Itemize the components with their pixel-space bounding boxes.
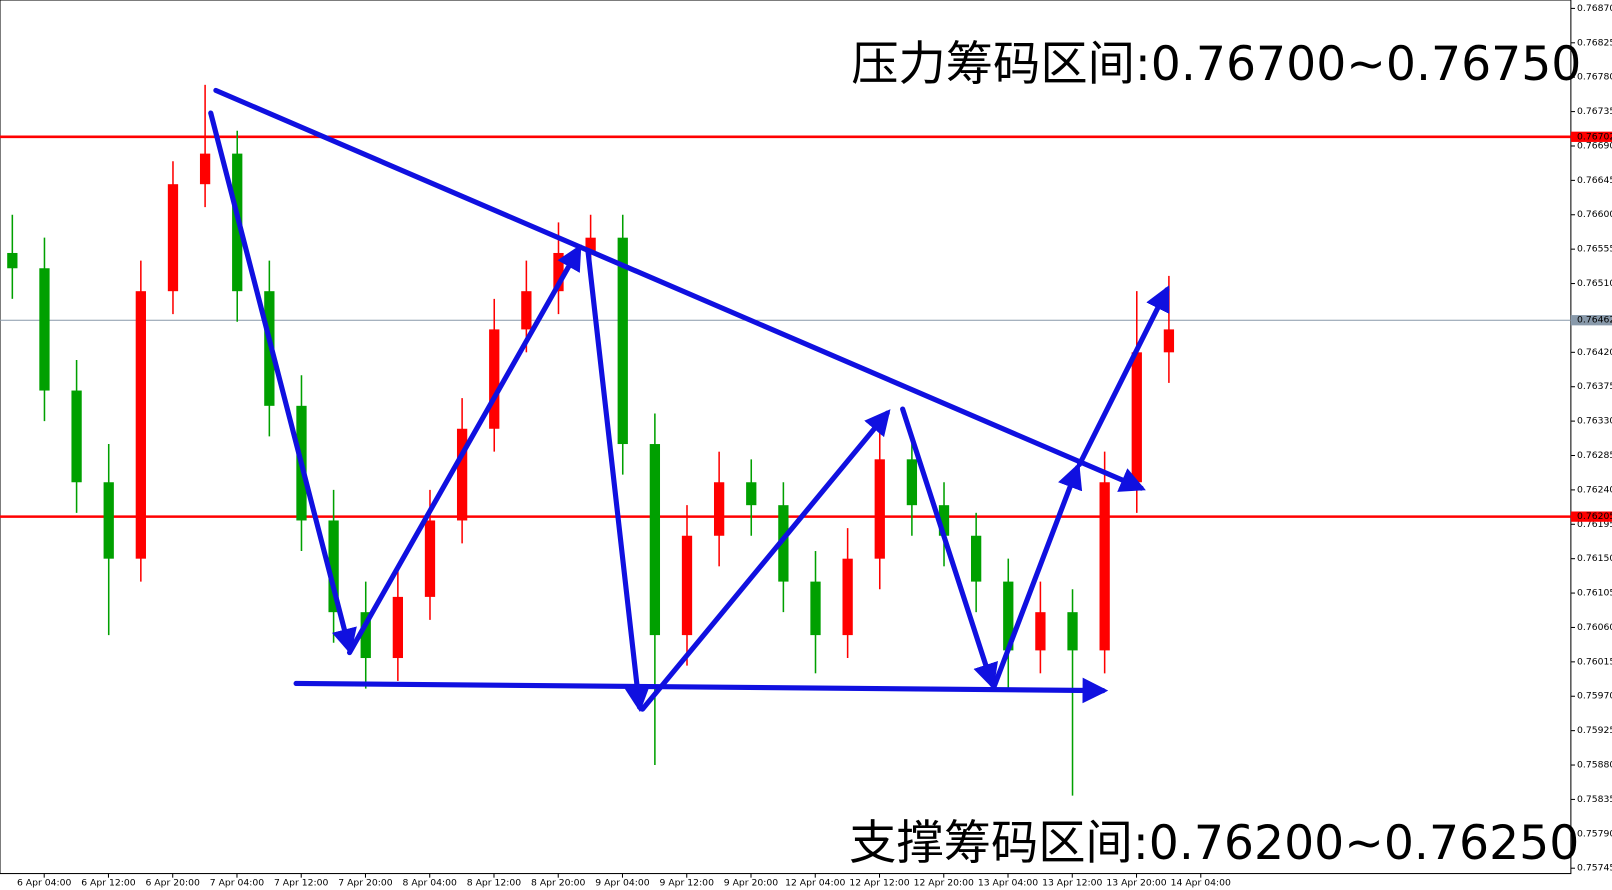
- x-tick-label: 12 Apr 20:00: [914, 877, 974, 888]
- candle-body: [1131, 352, 1142, 483]
- x-tick-label: 6 Apr 20:00: [145, 877, 200, 888]
- trend-arrow: [585, 249, 650, 713]
- candle-body: [649, 444, 661, 636]
- y-tick-label: 0.76510: [1577, 278, 1612, 289]
- trend-arrow: [1076, 285, 1170, 468]
- trend-arrow: [991, 462, 1083, 690]
- candle-body: [1163, 329, 1175, 353]
- candle-body: [328, 520, 339, 613]
- y-tick-label: 0.76195: [1577, 519, 1612, 530]
- x-tick-label: 8 Apr 04:00: [403, 877, 458, 888]
- y-tick-label: 0.75790: [1577, 828, 1612, 839]
- x-tick-label: 13 Apr 12:00: [1042, 877, 1102, 888]
- y-tick-label: 0.76015: [1577, 656, 1612, 667]
- x-tick-label: 7 Apr 20:00: [338, 877, 393, 888]
- candle-body: [842, 558, 853, 636]
- candle-body: [456, 428, 468, 521]
- x-tick-label: 9 Apr 04:00: [595, 877, 650, 888]
- trend-arrows: [208, 87, 1170, 713]
- candle-body: [746, 482, 757, 506]
- y-tick-label: 0.76420: [1577, 347, 1612, 358]
- trend-arrow: [293, 677, 1109, 704]
- candle-body: [1067, 612, 1078, 651]
- candle-body: [392, 596, 403, 659]
- candle-body: [103, 482, 114, 559]
- x-tick-label: 9 Apr 12:00: [660, 877, 715, 888]
- candle-body: [521, 291, 532, 330]
- candle-body: [360, 612, 371, 659]
- y-tick-label: 0.76870: [1577, 3, 1612, 14]
- candle-body: [585, 237, 596, 253]
- candle-body: [810, 581, 821, 636]
- y-tick-label: 0.76105: [1577, 588, 1612, 599]
- x-tick-label: 6 Apr 04:00: [17, 877, 72, 888]
- candle-body: [135, 291, 146, 559]
- y-tick-label: 0.76330: [1577, 416, 1612, 427]
- candle-body: [167, 184, 179, 292]
- plot-area: [0, 0, 1572, 875]
- x-tick-label: 12 Apr 04:00: [785, 877, 845, 888]
- x-tick-label: 12 Apr 12:00: [849, 877, 909, 888]
- support-annotation: 支撑筹码区间:0.76200~0.76250: [849, 816, 1579, 871]
- y-tick-label: 0.75925: [1577, 725, 1612, 736]
- x-tick-label: 14 Apr 04:00: [1171, 877, 1231, 888]
- level-label-bg: [1570, 131, 1612, 142]
- candle-body: [874, 459, 885, 559]
- candle-body: [971, 535, 982, 582]
- y-tick-label: 0.76555: [1577, 244, 1612, 255]
- candle-body: [713, 482, 725, 536]
- level-label: 0.76702: [1577, 131, 1612, 142]
- candle-body: [617, 237, 628, 445]
- trend-arrow: [900, 406, 998, 690]
- candle-body: [681, 535, 693, 636]
- level-label: 0.76462: [1577, 315, 1612, 326]
- y-tick-label: 0.76825: [1577, 37, 1612, 48]
- y-tick-label: 0.76150: [1577, 553, 1612, 564]
- y-tick-label: 0.75970: [1577, 691, 1612, 702]
- x-tick-label: 13 Apr 04:00: [978, 877, 1038, 888]
- y-tick-label: 0.76645: [1577, 175, 1612, 186]
- y-tick-label: 0.75880: [1577, 760, 1612, 771]
- x-tick-label: 13 Apr 20:00: [1106, 877, 1166, 888]
- level-label-bg: [1570, 511, 1612, 522]
- candle-body: [778, 505, 789, 582]
- candle-body: [39, 268, 50, 391]
- x-tick-label: 8 Apr 20:00: [531, 877, 586, 888]
- candle-body: [489, 329, 500, 429]
- x-tick-label: 6 Apr 12:00: [81, 877, 136, 888]
- y-tick-label: 0.76375: [1577, 381, 1612, 392]
- trend-arrow: [346, 244, 582, 656]
- level-label-bg: [1570, 315, 1612, 326]
- y-tick-label: 0.75835: [1577, 794, 1612, 805]
- x-tick-label: 9 Apr 20:00: [724, 877, 779, 888]
- candle-body: [199, 153, 211, 185]
- x-tick-label: 8 Apr 12:00: [467, 877, 522, 888]
- x-tick-label: 7 Apr 04:00: [210, 877, 265, 888]
- trend-arrow: [213, 87, 1146, 492]
- y-tick-label: 0.76285: [1577, 450, 1612, 461]
- y-tick-label: 0.76690: [1577, 140, 1612, 151]
- candle-body: [7, 252, 18, 269]
- y-tick-label: 0.76240: [1577, 484, 1612, 495]
- candle-body: [71, 390, 82, 483]
- candle-body: [1003, 581, 1014, 651]
- y-tick-label: 0.75745: [1577, 863, 1612, 874]
- level-label: 0.76205: [1577, 511, 1612, 522]
- candle-body: [906, 459, 918, 506]
- resistance-annotation: 压力筹码区间:0.76700~0.76750: [851, 37, 1581, 92]
- x-tick-label: 7 Apr 12:00: [274, 877, 329, 888]
- axis-layer: 0.76870 0.76825 0.76780 0.76735 0.76690 0.766…: [0, 3, 1612, 888]
- y-tick-label: 0.76060: [1577, 622, 1612, 633]
- candle-body: [1099, 482, 1110, 651]
- trend-arrow: [639, 409, 891, 712]
- candle-body: [424, 520, 436, 597]
- trend-arrow: [208, 110, 357, 655]
- y-tick-label: 0.76735: [1577, 106, 1612, 117]
- y-tick-label: 0.76780: [1577, 72, 1612, 83]
- y-tick-label: 0.76600: [1577, 209, 1612, 220]
- candle-body: [1035, 612, 1046, 651]
- candle-body: [938, 505, 950, 536]
